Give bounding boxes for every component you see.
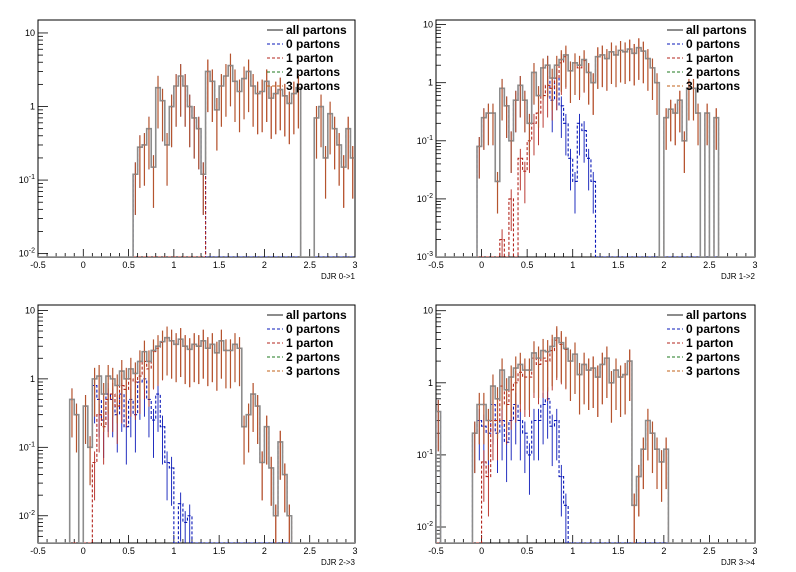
y-tick-label: 10 [25,28,35,38]
y-tick-label: 10-2 [19,248,35,259]
legend-entry: 1 parton [286,336,333,350]
legend-entry: 3 partons [286,364,340,378]
legend-entry: 2 partons [686,350,740,364]
x-tick-label: 2 [661,260,666,270]
y-tick-label: 10 [25,305,35,315]
x-tick-label: 2.5 [303,546,316,556]
x-tick-label: 3 [752,260,757,270]
legend-entry: 3 partons [686,364,740,378]
plot-area [436,38,755,257]
x-axis-label: DJR 0->1 [321,272,356,281]
x-tick-label: 3 [352,260,357,270]
x-axis-label: DJR 1->2 [721,272,756,281]
legend-entry: all partons [686,308,747,322]
y-tick-label: 10 [423,306,433,316]
x-tick-label: -0.5 [30,546,46,556]
all-partons-histogram [436,46,755,257]
legend-entry: all partons [286,23,347,37]
legend-entry: all partons [686,23,747,37]
legend-entry: 2 partons [686,65,740,79]
x-tick-label: 1 [171,260,176,270]
x-tick-label: 2.5 [703,260,716,270]
y-tick-label: 1 [30,102,35,112]
all-partons-histogram [436,337,755,543]
x-tick-label: -0.5 [428,546,444,556]
x-tick-label: 0 [479,546,484,556]
chart-panel-1: -0.5 0 0.5 1 1.5 2 2.5 3 DJR 0->1 10-2 10-1 1 10 all … [19,19,358,281]
y-tick-label: 10-1 [417,449,433,460]
x-tick-label: -0.5 [428,260,444,270]
x-tick-label: 0.5 [122,260,135,270]
legend-entry: 1 parton [286,51,333,65]
y-tick-label: 10-2 [417,521,433,532]
x-tick-label: 1.5 [213,546,226,556]
chart-panel-2: -0.5 0 0.5 1 1.5 2 2.5 3 DJR 1->2 10-3 10-2 10-1 1 10… [417,19,758,281]
y-tick-label: 1 [428,378,433,388]
x-tick-label: 0.5 [122,546,135,556]
legend-entry: 0 partons [686,322,740,336]
y-tick-label: 10-3 [417,251,433,262]
x-axis-label: DJR 2->3 [321,558,356,567]
legend-entry: 3 partons [286,79,340,93]
x-tick-label: 1.5 [612,260,625,270]
y-tick-label: 10-2 [417,193,433,204]
x-tick-label: 0 [479,260,484,270]
x-tick-label: 2.5 [303,260,316,270]
legend-entry: 2 partons [286,350,340,364]
x-tick-label: 1.5 [213,260,226,270]
all-partons-histogram [38,64,355,257]
x-tick-label: 0.5 [521,546,534,556]
x-tick-label: 1 [171,546,176,556]
x-tick-label: 1.5 [612,546,625,556]
plot-area [38,53,355,257]
one-parton-histogram [38,65,355,257]
x-tick-label: 2 [262,260,267,270]
legend-entry: 3 partons [686,79,740,93]
y-tick-label: 10 [423,20,433,30]
chart-panel-4: -0.5 0 0.5 1 1.5 2 2.5 3 DJR 3->4 10-2 10-1 1 10 all … [417,304,758,567]
x-tick-label: 0 [81,260,86,270]
plot-area [38,326,355,543]
x-tick-label: 0.5 [521,260,534,270]
plot-area [436,326,755,543]
legend-entry: 0 partons [286,322,340,336]
y-tick-label: 10-1 [417,135,433,146]
legend-entry: 1 parton [686,51,733,65]
x-tick-label: 3 [352,546,357,556]
x-tick-label: 0 [81,546,86,556]
legend-entry: 0 partons [286,37,340,51]
chart-panel-3: -0.5 0 0.5 1 1.5 2 2.5 3 DJR 2->3 10-2 10-1 1 10 all … [19,304,358,567]
zero-partons-histogram [38,75,355,257]
legend-entry: 2 partons [286,65,340,79]
x-tick-label: 2.5 [703,546,716,556]
all-partons-histogram [38,336,355,543]
legend-entry: 0 partons [686,37,740,51]
y-tick-label: 1 [30,374,35,384]
x-axis-label: DJR 3->4 [721,558,756,567]
x-tick-label: -0.5 [30,260,46,270]
legend-entry: all partons [286,308,347,322]
x-tick-label: 1 [570,546,575,556]
plot-frame [37,19,356,258]
x-tick-label: 3 [752,546,757,556]
y-tick-label: 10-1 [19,441,35,452]
x-tick-label: 2 [661,546,666,556]
zero-partons-histogram [436,64,755,257]
x-tick-label: 2 [262,546,267,556]
x-tick-label: 1 [570,260,575,270]
y-tick-label: 10-2 [19,510,35,521]
y-tick-label: 1 [428,78,433,88]
y-tick-label: 10-1 [19,174,35,185]
legend-entry: 1 parton [686,336,733,350]
